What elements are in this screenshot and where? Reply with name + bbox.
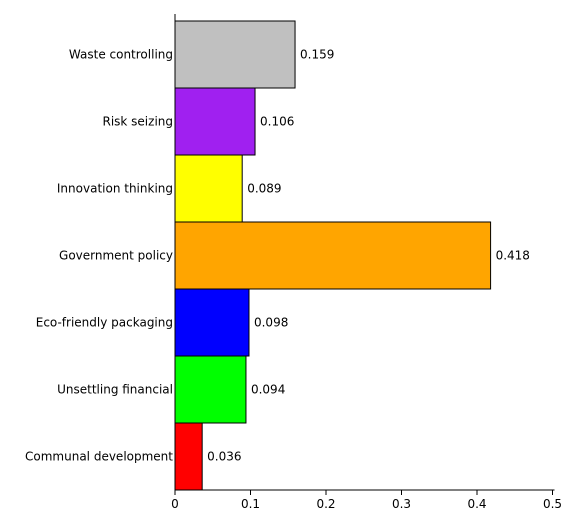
- value-label-3: 0.418: [496, 249, 530, 263]
- category-label-0: Waste controlling: [69, 48, 173, 62]
- x-ticks-group: 0 0.1 0.2 0.3 0.4 0.5: [171, 490, 562, 511]
- category-label-3: Government policy: [59, 249, 173, 263]
- value-labels-group: 0.159 0.106 0.089 0.418 0.098 0.094 0.036: [207, 48, 530, 464]
- category-label-5: Unsettling financial: [57, 383, 173, 397]
- bar-0: [174, 20, 296, 89]
- value-label-5: 0.094: [251, 383, 285, 397]
- bar-3: [174, 221, 492, 290]
- category-label-1: Risk seizing: [102, 115, 173, 129]
- x-tick-label-3: 0.3: [392, 497, 411, 511]
- value-label-6: 0.036: [207, 450, 241, 464]
- value-label-0: 0.159: [300, 48, 334, 62]
- bar-5: [174, 355, 247, 424]
- category-labels-group: Waste controlling Risk seizing Innovation …: [25, 48, 173, 464]
- value-label-1: 0.106: [260, 115, 294, 129]
- bars-group: [174, 20, 492, 491]
- value-label-2: 0.089: [247, 182, 281, 196]
- x-tick-label-5: 0.5: [543, 497, 562, 511]
- x-tick-label-0: 0: [171, 497, 179, 511]
- x-tick-label-4: 0.4: [467, 497, 486, 511]
- category-label-2: Innovation thinking: [57, 182, 173, 196]
- category-label-6: Communal development: [25, 450, 173, 464]
- x-tick-label-2: 0.2: [316, 497, 335, 511]
- bar-1: [174, 87, 256, 156]
- category-label-4: Eco-friendly packaging: [36, 316, 173, 330]
- bar-4: [174, 288, 250, 357]
- bar-2: [174, 154, 243, 223]
- value-label-4: 0.098: [254, 316, 288, 330]
- x-tick-label-1: 0.1: [241, 497, 260, 511]
- bar-6: [174, 422, 203, 491]
